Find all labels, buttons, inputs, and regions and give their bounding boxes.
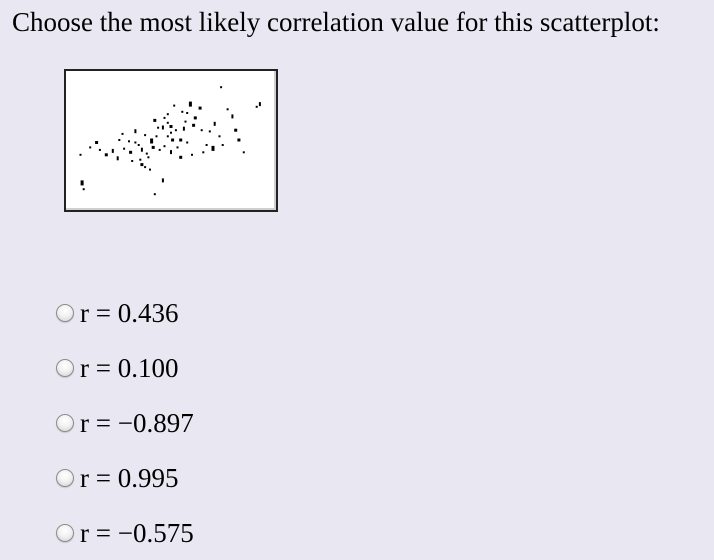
scatter-point <box>170 150 172 155</box>
radio-button[interactable] <box>56 523 74 542</box>
scatter-point <box>80 180 84 186</box>
scatter-point <box>82 188 85 191</box>
answer-option-4[interactable]: r = 0.995 <box>56 450 194 505</box>
scatter-point <box>79 153 82 156</box>
scatter-point <box>170 131 172 134</box>
scatter-point <box>192 123 196 127</box>
radio-button[interactable] <box>56 413 74 432</box>
scatter-point <box>144 134 147 137</box>
radio-button[interactable] <box>56 468 74 487</box>
scatter-point <box>129 150 133 154</box>
scatter-point <box>139 158 142 161</box>
scatter-point <box>220 86 223 89</box>
scatter-point <box>150 138 154 144</box>
scatter-point <box>151 145 155 149</box>
scatter-point <box>134 129 137 134</box>
scatter-point <box>163 145 166 148</box>
answer-option-label: r = −0.897 <box>80 407 194 438</box>
scatter-point <box>186 141 189 144</box>
scatter-point <box>237 138 241 142</box>
scatter-point <box>211 145 215 151</box>
scatter-point <box>128 140 130 143</box>
scatter-point <box>166 113 169 116</box>
scatter-point <box>176 146 179 149</box>
scatter-point <box>198 106 202 110</box>
scatter-point <box>234 128 238 132</box>
answer-option-label: r = 0.436 <box>80 297 179 328</box>
scatter-point <box>174 129 177 132</box>
scatter-point <box>89 146 92 149</box>
scatter-point <box>166 135 169 138</box>
scatter-point <box>140 163 144 167</box>
scatter-point <box>173 104 176 107</box>
scatter-point <box>131 160 134 162</box>
answer-option-5[interactable]: r = −0.575 <box>56 505 194 560</box>
scatter-point <box>186 112 189 114</box>
scatter-point <box>145 152 148 155</box>
scatter-point <box>258 102 261 107</box>
scatter-point <box>218 135 221 138</box>
radio-button[interactable] <box>56 358 74 377</box>
scatter-point <box>140 147 143 152</box>
scatter-point <box>116 156 119 161</box>
scatter-point <box>144 166 147 169</box>
scatter-point <box>163 116 166 119</box>
answer-option-3[interactable]: r = −0.897 <box>56 395 194 450</box>
scatter-point <box>158 148 161 151</box>
scatter-point <box>213 121 216 126</box>
scatterplot-image <box>64 69 278 212</box>
scatter-point <box>191 153 193 156</box>
scatter-point <box>221 144 224 146</box>
scatter-point <box>155 135 158 138</box>
scatter-point <box>182 126 185 131</box>
scatter-point <box>166 121 169 124</box>
scatter-point <box>208 130 211 133</box>
scatter-point <box>134 141 137 144</box>
scatter-point <box>255 105 258 108</box>
scatter-point <box>157 126 160 129</box>
answer-option-1[interactable]: r = 0.436 <box>56 285 194 340</box>
scatter-point <box>118 139 121 141</box>
answer-option-label: r = −0.575 <box>80 517 194 548</box>
scatter-point <box>104 153 108 157</box>
scatter-point <box>242 151 245 154</box>
scatter-point <box>169 125 173 128</box>
scatter-point <box>149 168 151 171</box>
answer-option-2[interactable]: r = 0.100 <box>56 340 194 395</box>
scatter-point <box>171 138 175 142</box>
scatter-point <box>193 116 197 120</box>
scatter-point <box>200 129 203 132</box>
scatter-point <box>111 148 114 153</box>
scatterplot-points <box>79 86 261 196</box>
scatter-point <box>179 138 183 142</box>
radio-button[interactable] <box>56 303 74 322</box>
question-text: Choose the most likely correlation value… <box>12 7 660 37</box>
scatter-point <box>179 155 183 159</box>
scatter-point <box>184 120 187 123</box>
scatter-point <box>153 118 157 122</box>
scatter-point <box>95 141 99 144</box>
scatter-point <box>205 144 208 146</box>
scatter-point <box>231 114 234 119</box>
scatter-point <box>98 148 101 151</box>
answer-options: r = 0.436 r = 0.100 r = −0.897 r = 0.995… <box>56 285 194 560</box>
answer-option-label: r = 0.995 <box>80 462 179 493</box>
scatter-point <box>202 151 205 154</box>
scatter-point <box>147 156 150 159</box>
answer-option-label: r = 0.100 <box>80 352 179 383</box>
scatter-point <box>161 125 164 130</box>
scatter-point <box>153 193 156 196</box>
scatter-point <box>188 101 192 107</box>
scatter-point <box>121 132 124 135</box>
scatter-point <box>226 108 229 111</box>
scatter-point <box>161 178 164 183</box>
scatter-point <box>137 144 140 146</box>
scatter-point <box>123 147 126 150</box>
scatter-point <box>181 110 184 113</box>
